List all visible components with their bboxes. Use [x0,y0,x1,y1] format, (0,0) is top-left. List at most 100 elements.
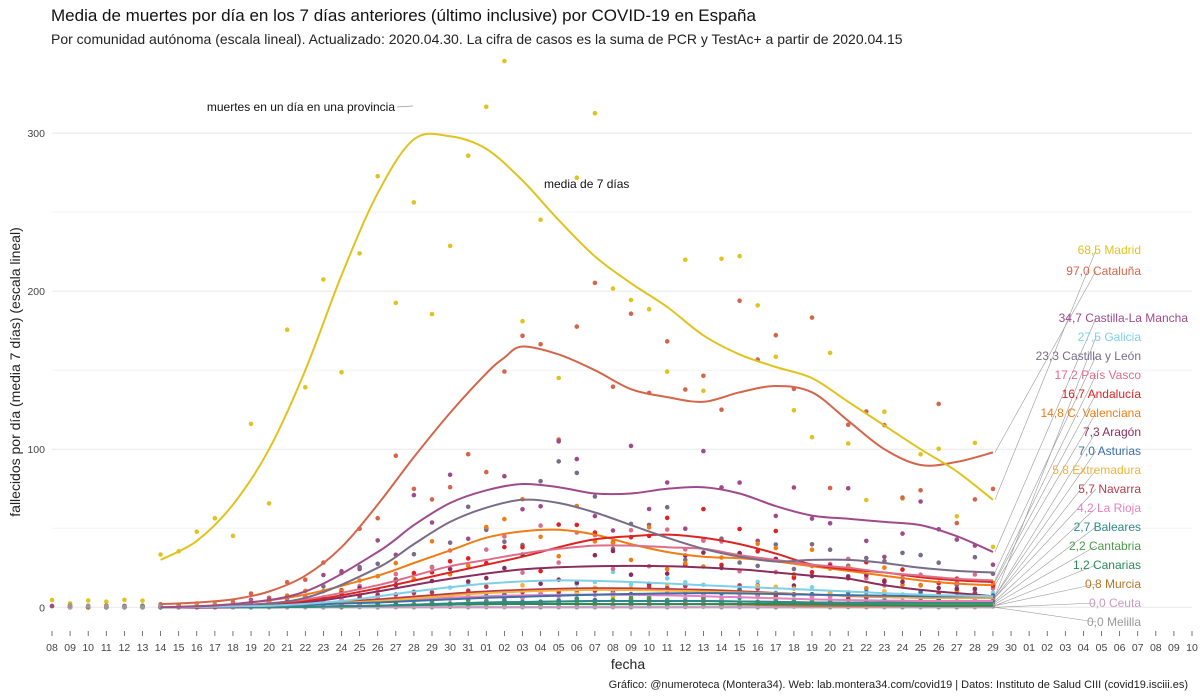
daily-point [755,579,760,585]
daily-point [447,559,453,564]
daily-point [502,539,507,544]
daily-point [339,370,344,375]
x-tick-label: 13 [137,642,149,654]
daily-point [936,401,941,407]
x-tick-label: 06 [1114,642,1126,654]
x-tick-label: 16 [752,642,764,654]
x-tick-label: 24 [897,642,909,654]
label-leader [994,602,1097,608]
label-leader [994,469,1097,598]
daily-point [465,504,471,510]
x-axis-title: fecha [611,656,645,672]
daily-point [266,501,272,506]
daily-point [248,421,254,427]
series-label: 34,7 Castilla-La Mancha [1059,311,1189,325]
x-tick-label: 10 [82,642,94,654]
x-tick-label: 27 [951,642,963,654]
label-leader [994,526,1097,603]
daily-point [502,516,507,522]
y-axis-title: fallecidos por día (media 7 días) (escal… [7,227,23,516]
x-tick-label: 20 [824,642,836,654]
series-label: 2,2 Cantabria [1069,539,1141,553]
daily-point [664,566,670,572]
daily-point [538,504,543,509]
label-leader [994,355,1097,573]
daily-point [67,603,73,609]
daily-point [845,441,851,446]
x-tick-label: 22 [860,642,872,654]
daily-point [429,497,435,502]
daily-point [248,591,254,596]
daily-point [429,539,435,544]
series-label: 0,0 Melilla [1087,615,1141,629]
daily-point [303,577,308,582]
chart-subtitle: Por comunidad autónoma (escala lineal). … [51,31,903,47]
x-tick-label: 08 [607,642,619,654]
daily-point [972,554,978,560]
annotation-province-leader [396,105,414,108]
label-leader [994,564,1097,606]
x-tick-label: 02 [499,642,511,654]
daily-point [646,595,652,601]
x-tick-label: 25 [915,642,927,654]
daily-point [809,315,815,320]
daily-point [882,565,887,570]
daily-point [809,570,815,575]
daily-point [574,580,580,585]
daily-point [538,568,543,574]
daily-point [773,545,779,551]
daily-point [918,583,923,588]
series-line-madrid [160,132,994,561]
daily-point [664,480,670,485]
daily-death-points [49,58,996,610]
daily-point [610,384,616,390]
daily-point [990,486,996,492]
daily-point [375,538,381,543]
daily-point [791,566,797,572]
daily-point [538,523,543,528]
daily-point [556,560,561,565]
daily-point [845,422,851,428]
chart-title: Media de muertes por día en los 7 días a… [51,6,756,25]
x-tick-label: 01 [480,642,492,654]
daily-point [900,531,905,536]
series-label: 2,7 Baleares [1074,520,1141,534]
daily-point [502,473,507,479]
daily-point [538,534,543,540]
label-leader [994,431,1097,597]
label-leader [994,393,1097,583]
daily-point [85,598,91,603]
daily-point [990,562,996,567]
daily-point [49,597,55,603]
daily-point [104,599,109,604]
daily-point [447,484,453,490]
daily-point [411,200,417,205]
daily-point [375,561,381,567]
x-tick-label: 26 [372,642,384,654]
daily-point [972,440,978,446]
x-tick-label: 16 [191,642,203,654]
daily-point [592,513,598,519]
daily-point [918,552,923,558]
series-label: 23,3 Castilla y León [1036,349,1141,363]
series-line-baleares [160,599,993,609]
daily-point [972,586,978,592]
daily-point [85,603,91,609]
series-label: 97,0 Cataluña [1066,264,1141,278]
series-line-castilla-y-le-n [160,498,994,609]
x-tick-label: 05 [553,642,565,654]
label-leader [994,545,1097,605]
daily-point [773,542,779,547]
daily-point [664,369,670,374]
daily-point [936,560,941,565]
label-leader [994,488,1097,599]
daily-point [683,526,688,531]
daily-point [284,327,290,333]
x-tick-label: 24 [336,642,348,654]
daily-point [646,525,652,530]
daily-point [321,277,326,282]
daily-point [447,472,453,478]
daily-point [303,385,308,390]
series-label: 16,7 Andalucía [1062,387,1142,401]
x-tick-label: 23 [879,642,891,654]
